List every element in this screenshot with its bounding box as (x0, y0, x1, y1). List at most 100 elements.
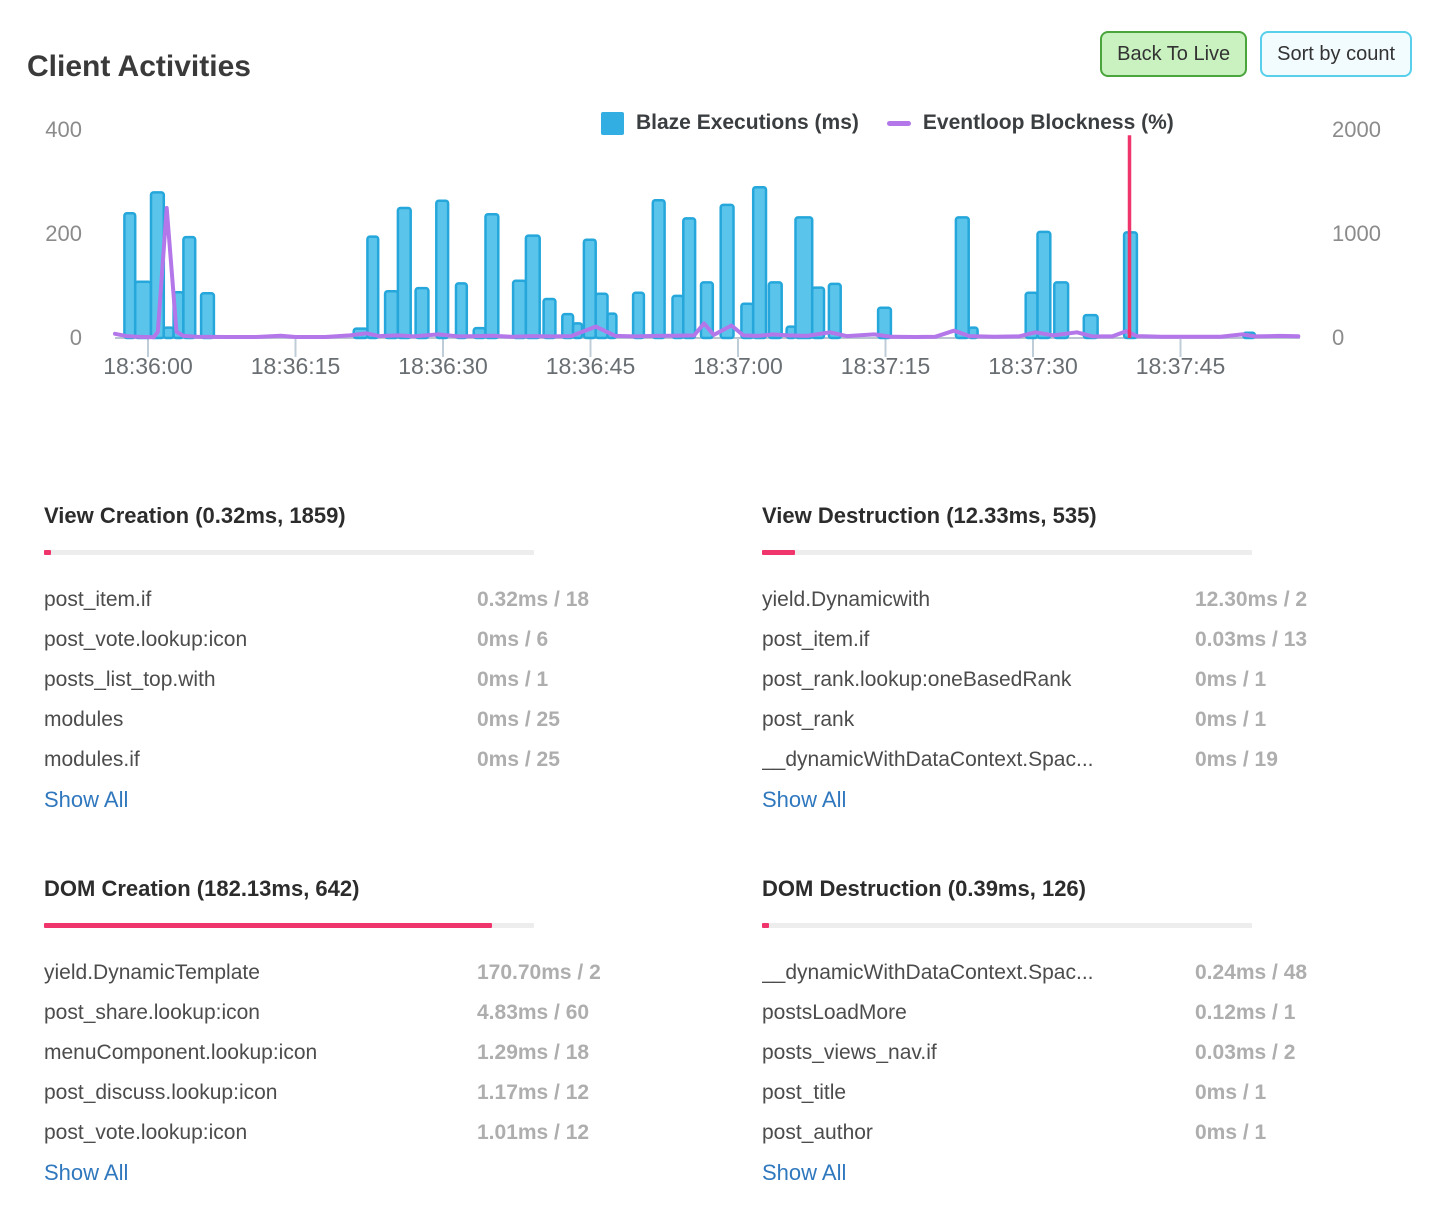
activity-row: post_rank.lookup:oneBasedRank 0ms / 1 (762, 660, 1410, 700)
blaze-bar[interactable] (133, 280, 153, 340)
panel-view-creation: View Creation (0.32ms, 1859) post_item.if… (44, 503, 704, 813)
blaze-bar[interactable] (123, 211, 137, 340)
show-all-link[interactable]: Show All (44, 1160, 129, 1185)
chart-legend: Blaze Executions (ms) Eventloop Blocknes… (601, 111, 1174, 135)
activity-name: post_author (762, 1121, 873, 1144)
activity-name: modules (44, 708, 124, 731)
activity-name: post_discuss.lookup:icon (44, 1081, 278, 1104)
blaze-bar[interactable] (414, 286, 430, 340)
blaze-bar[interactable] (511, 279, 528, 340)
blaze-bar[interactable] (484, 212, 500, 340)
panel-title: View Destruction (12.33ms, 535) (762, 503, 1097, 528)
activity-time-count: 0ms / 6 (477, 628, 549, 651)
activity-time-count: 0ms / 1 (477, 668, 549, 691)
show-all-link[interactable]: Show All (762, 1160, 847, 1185)
activity-row: __dynamicWithDataContext.Spac... 0.24ms /… (762, 953, 1410, 993)
activity-time-count: 0ms / 19 (1195, 748, 1278, 771)
activity-name: __dynamicWithDataContext.Spac... (762, 748, 1094, 771)
x-axis-tick-label: 18:37:45 (1135, 353, 1226, 379)
blaze-bar[interactable] (199, 292, 216, 340)
activity-time-count: 1.17ms / 12 (477, 1081, 590, 1104)
blaze-bar[interactable] (366, 235, 380, 340)
activity-row: posts_views_nav.if 0.03ms / 2 (762, 1033, 1410, 1073)
left-axis-tick-label: 400 (45, 117, 82, 142)
activity-row: posts_list_top.with 0ms / 1 (44, 660, 704, 700)
blaze-bar[interactable] (435, 199, 450, 340)
activity-name: posts_views_nav.if (762, 1041, 937, 1064)
activity-row: modules 0ms / 25 (44, 700, 704, 740)
blaze-bar[interactable] (162, 326, 175, 340)
panel-rows: __dynamicWithDataContext.Spac... 0.24ms /… (762, 953, 1410, 1153)
left-axis-tick-label: 0 (69, 325, 82, 350)
activity-time-count: 0ms / 25 (477, 708, 560, 731)
activity-name: post_share.lookup:icon (44, 1001, 260, 1024)
activity-row: yield.DynamicTemplate 170.70ms / 2 (44, 953, 704, 993)
sort-by-count-button[interactable]: Sort by count (1260, 31, 1412, 77)
blaze-bar[interactable] (751, 185, 768, 340)
x-axis-tick-label: 18:36:00 (103, 353, 193, 379)
activity-row: post_vote.lookup:icon 0ms / 6 (44, 620, 704, 660)
activity-name: post_title (762, 1081, 847, 1104)
activity-name: post_item.if (44, 588, 152, 611)
blaze-bars-series (123, 185, 1257, 340)
activity-time-count: 0ms / 1 (1195, 668, 1267, 691)
blaze-bar[interactable] (383, 289, 400, 340)
panel-progress-track (44, 923, 534, 928)
activity-name: posts_list_top.with (44, 668, 216, 691)
blaze-bar[interactable] (719, 203, 735, 340)
client-activities-chart[interactable]: Blaze Executions (ms) Eventloop Blocknes… (0, 95, 1446, 400)
activity-row: menuComponent.lookup:icon 1.29ms / 18 (44, 1033, 704, 1073)
x-axis-tick-label: 18:36:45 (545, 353, 636, 379)
legend-item-blaze: Blaze Executions (ms) (601, 111, 859, 135)
left-axis-tick-label: 200 (45, 221, 82, 246)
activity-row: post_author 0ms / 1 (762, 1113, 1410, 1153)
activity-time-count: 0.03ms / 2 (1195, 1041, 1296, 1064)
panel-rows: post_item.if 0.32ms / 18 post_vote.lookup:… (44, 580, 704, 780)
activity-time-count: 1.01ms / 12 (477, 1121, 590, 1144)
back-to-live-button[interactable]: Back To Live (1100, 31, 1248, 77)
activity-name: post_rank (762, 708, 855, 731)
show-all-link[interactable]: Show All (762, 787, 847, 812)
show-all-link[interactable]: Show All (44, 787, 129, 812)
blaze-bar[interactable] (651, 198, 666, 340)
blaze-bar[interactable] (524, 234, 541, 340)
blaze-bar[interactable] (631, 291, 646, 340)
activity-time-count: 0.12ms / 1 (1195, 1001, 1296, 1024)
blaze-bar[interactable] (876, 306, 893, 340)
chart-plot-area[interactable] (0, 95, 1446, 400)
blaze-bar[interactable] (454, 282, 469, 340)
activity-name: post_vote.lookup:icon (44, 1121, 248, 1144)
blaze-bar[interactable] (810, 286, 826, 340)
activity-time-count: 0.32ms / 18 (477, 588, 590, 611)
blaze-bar[interactable] (671, 294, 685, 340)
panel-title: View Creation (0.32ms, 1859) (44, 503, 346, 528)
activity-row: post_item.if 0.03ms / 13 (762, 620, 1410, 660)
panel-progress-track (44, 550, 534, 555)
blaze-bar[interactable] (767, 281, 783, 340)
x-axis-tick-label: 18:37:15 (840, 353, 931, 379)
blaze-bar[interactable] (542, 297, 557, 340)
blaze-bar[interactable] (954, 216, 970, 340)
blaze-bar[interactable] (582, 238, 597, 340)
eventloop-blockness-line (113, 206, 1301, 340)
activity-name: postsLoadMore (762, 1001, 907, 1024)
blaze-bar[interactable] (1036, 230, 1052, 340)
blaze-bar[interactable] (396, 206, 412, 340)
blaze-bar[interactable] (1053, 281, 1070, 340)
panel-rows: yield.DynamicTemplate 170.70ms / 2 post_sh… (44, 953, 704, 1153)
blaze-bar[interactable] (682, 217, 697, 340)
activity-name: post_rank.lookup:oneBasedRank (762, 668, 1072, 691)
panel-dom-creation: DOM Creation (182.13ms, 642) yield.Dynami… (44, 876, 704, 1186)
blaze-bar[interactable] (1082, 313, 1099, 340)
blaze-bar[interactable] (794, 216, 814, 340)
right-axis-tick-label: 0 (1332, 325, 1345, 350)
activity-name: modules.if (44, 748, 140, 771)
panel-progress-fill (44, 923, 492, 928)
panel-progress-track (762, 923, 1252, 928)
activity-time-count: 0ms / 1 (1195, 708, 1267, 731)
activity-name: yield.Dynamicwith (762, 588, 931, 611)
activity-row: post_title 0ms / 1 (762, 1073, 1410, 1113)
blaze-bar[interactable] (182, 235, 197, 340)
blaze-bar[interactable] (827, 282, 842, 340)
